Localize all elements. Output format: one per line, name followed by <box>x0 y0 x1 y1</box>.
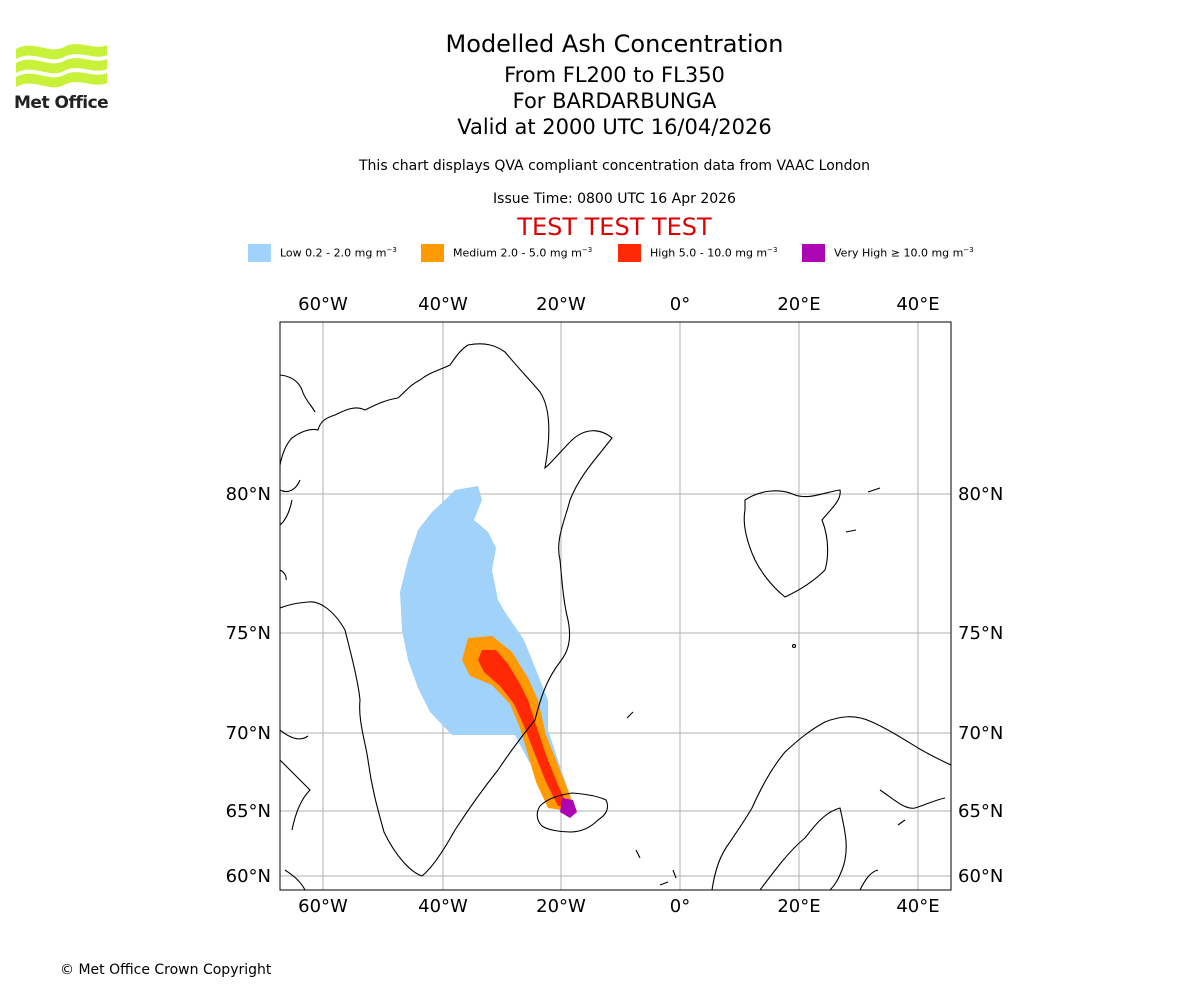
copyright-notice: © Met Office Crown Copyright <box>60 962 272 978</box>
chart-description: This chart displays QVA compliant concen… <box>359 158 870 174</box>
valid-time: Valid at 2000 UTC 16/04/2026 <box>457 115 772 139</box>
coastlines <box>280 343 951 890</box>
ash-area-high <box>478 650 568 806</box>
legend-unit-exponent: −3 <box>386 246 397 255</box>
legend-unit-exponent: −3 <box>963 246 974 255</box>
map-frame <box>279 321 952 891</box>
legend-item-medium: Medium 2.0 - 5.0 mg m−3 <box>421 244 592 262</box>
chart-title: Modelled Ash Concentration <box>445 30 784 58</box>
gridlines <box>280 322 951 890</box>
lon-labels-bottom: 60°W 40°W 20°W 0° 20°E 40°E <box>298 896 939 917</box>
lat-tick: 75°N <box>226 623 271 644</box>
lon-tick: 60°W <box>298 896 348 917</box>
legend-swatch-medium <box>421 244 444 262</box>
lon-tick: 20°E <box>777 896 820 917</box>
legend-label-low: Low 0.2 - 2.0 mg m <box>280 246 387 260</box>
lat-tick: 75°N <box>958 623 1003 644</box>
flight-level-range: From FL200 to FL350 <box>504 63 725 87</box>
met-office-logo-icon <box>16 44 107 88</box>
lat-tick: 70°N <box>958 723 1003 744</box>
lat-tick: 80°N <box>226 484 271 505</box>
ash-area-very-high <box>560 798 577 818</box>
lon-tick: 20°W <box>536 294 586 315</box>
lat-labels-left: 80°N 75°N 70°N 65°N 60°N <box>226 484 271 887</box>
lat-tick: 70°N <box>226 723 271 744</box>
legend-unit-exponent: −3 <box>581 246 593 255</box>
legend-swatch-very-high <box>802 244 825 262</box>
lon-tick: 20°W <box>536 896 586 917</box>
test-banner: TEST TEST TEST <box>517 213 712 241</box>
lat-tick: 65°N <box>958 801 1003 822</box>
issue-time: Issue Time: 0800 UTC 16 Apr 2026 <box>493 191 736 207</box>
lon-tick: 20°E <box>777 294 820 315</box>
lon-tick: 0° <box>670 896 690 917</box>
legend-swatch-high <box>618 244 641 262</box>
lon-tick: 40°E <box>896 294 939 315</box>
lat-tick: 60°N <box>958 866 1003 887</box>
legend-swatch-low <box>248 244 271 262</box>
lon-tick: 0° <box>670 294 690 315</box>
logo-wordmark: Met Office <box>14 93 109 113</box>
lon-tick: 60°W <box>298 294 348 315</box>
legend-label-high: High 5.0 - 10.0 mg m <box>650 246 768 260</box>
lon-tick: 40°W <box>418 896 468 917</box>
iceland-outline <box>536 792 609 833</box>
legend-item-high: High 5.0 - 10.0 mg m−3 <box>618 244 777 262</box>
legend-item-low: Low 0.2 - 2.0 mg m−3 <box>248 244 397 262</box>
legend-item-very-high: Very High ≥ 10.0 mg m−3 <box>802 244 974 262</box>
lat-tick: 80°N <box>958 484 1003 505</box>
lon-tick: 40°E <box>896 896 939 917</box>
legend-label-medium: Medium 2.0 - 5.0 mg m <box>453 246 582 260</box>
lat-labels-right: 80°N 75°N 70°N 65°N 60°N <box>958 484 1003 887</box>
legend-unit-exponent: −3 <box>767 246 778 255</box>
legend-label-very-high: Very High ≥ 10.0 mg m <box>834 246 964 260</box>
lon-labels-top: 60°W 40°W 20°W 0° 20°E 40°E <box>298 294 939 315</box>
lat-tick: 65°N <box>226 801 271 822</box>
volcano-name: For BARDARBUNGA <box>512 89 717 113</box>
lon-tick: 40°W <box>418 294 468 315</box>
lat-tick: 60°N <box>226 866 271 887</box>
